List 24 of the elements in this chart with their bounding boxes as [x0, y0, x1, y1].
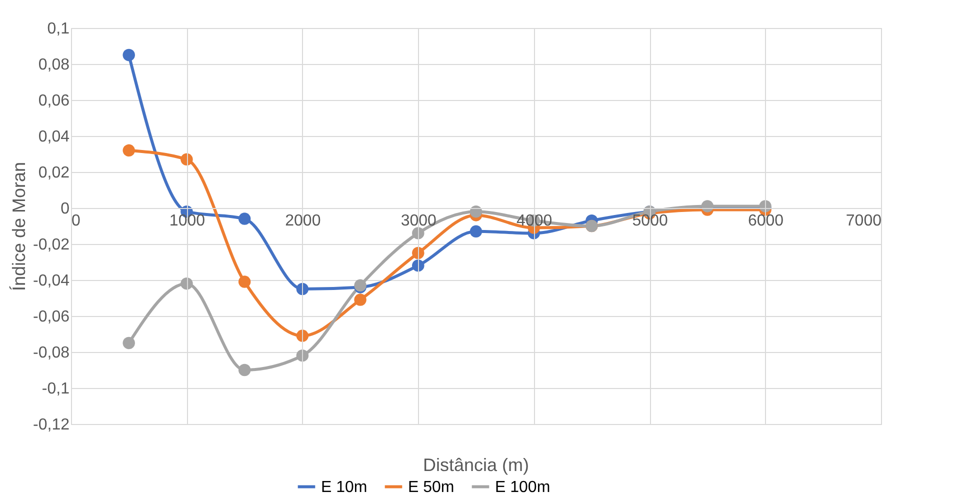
y-tick-label: -0,12	[33, 416, 70, 434]
y-tick-label: 0,1	[47, 20, 70, 38]
y-tick-label: -0,06	[33, 308, 70, 326]
x-tick-label: 0	[72, 212, 80, 230]
legend-label: E 50m	[408, 478, 454, 496]
y-axis-title: Índice de Moran	[9, 162, 30, 292]
y-tick-label: 0,08	[38, 56, 70, 74]
x-tick-label: 2000	[285, 212, 321, 230]
y-tick-label: 0	[60, 200, 70, 218]
legend-label: E 100m	[495, 478, 550, 496]
y-tick-label: -0,04	[33, 272, 70, 290]
x-tick-label: 1000	[169, 212, 206, 230]
x-tick-label: 7000	[846, 212, 882, 230]
x-tick-label: 6000	[748, 212, 784, 230]
x-axis-title: Distância (m)	[422, 455, 530, 475]
y-tick-label: -0,08	[33, 344, 70, 362]
y-tick-label: -0,1	[42, 380, 70, 398]
x-tick-label: 5000	[632, 212, 668, 230]
y-tick-label: 0,02	[38, 164, 70, 182]
legend-label: E 10m	[321, 478, 368, 496]
y-tick-label: 0,06	[38, 92, 70, 110]
x-tick-label: 3000	[400, 212, 437, 230]
y-tick-label: 0,04	[38, 128, 70, 146]
y-tick-label: -0,02	[33, 236, 70, 254]
